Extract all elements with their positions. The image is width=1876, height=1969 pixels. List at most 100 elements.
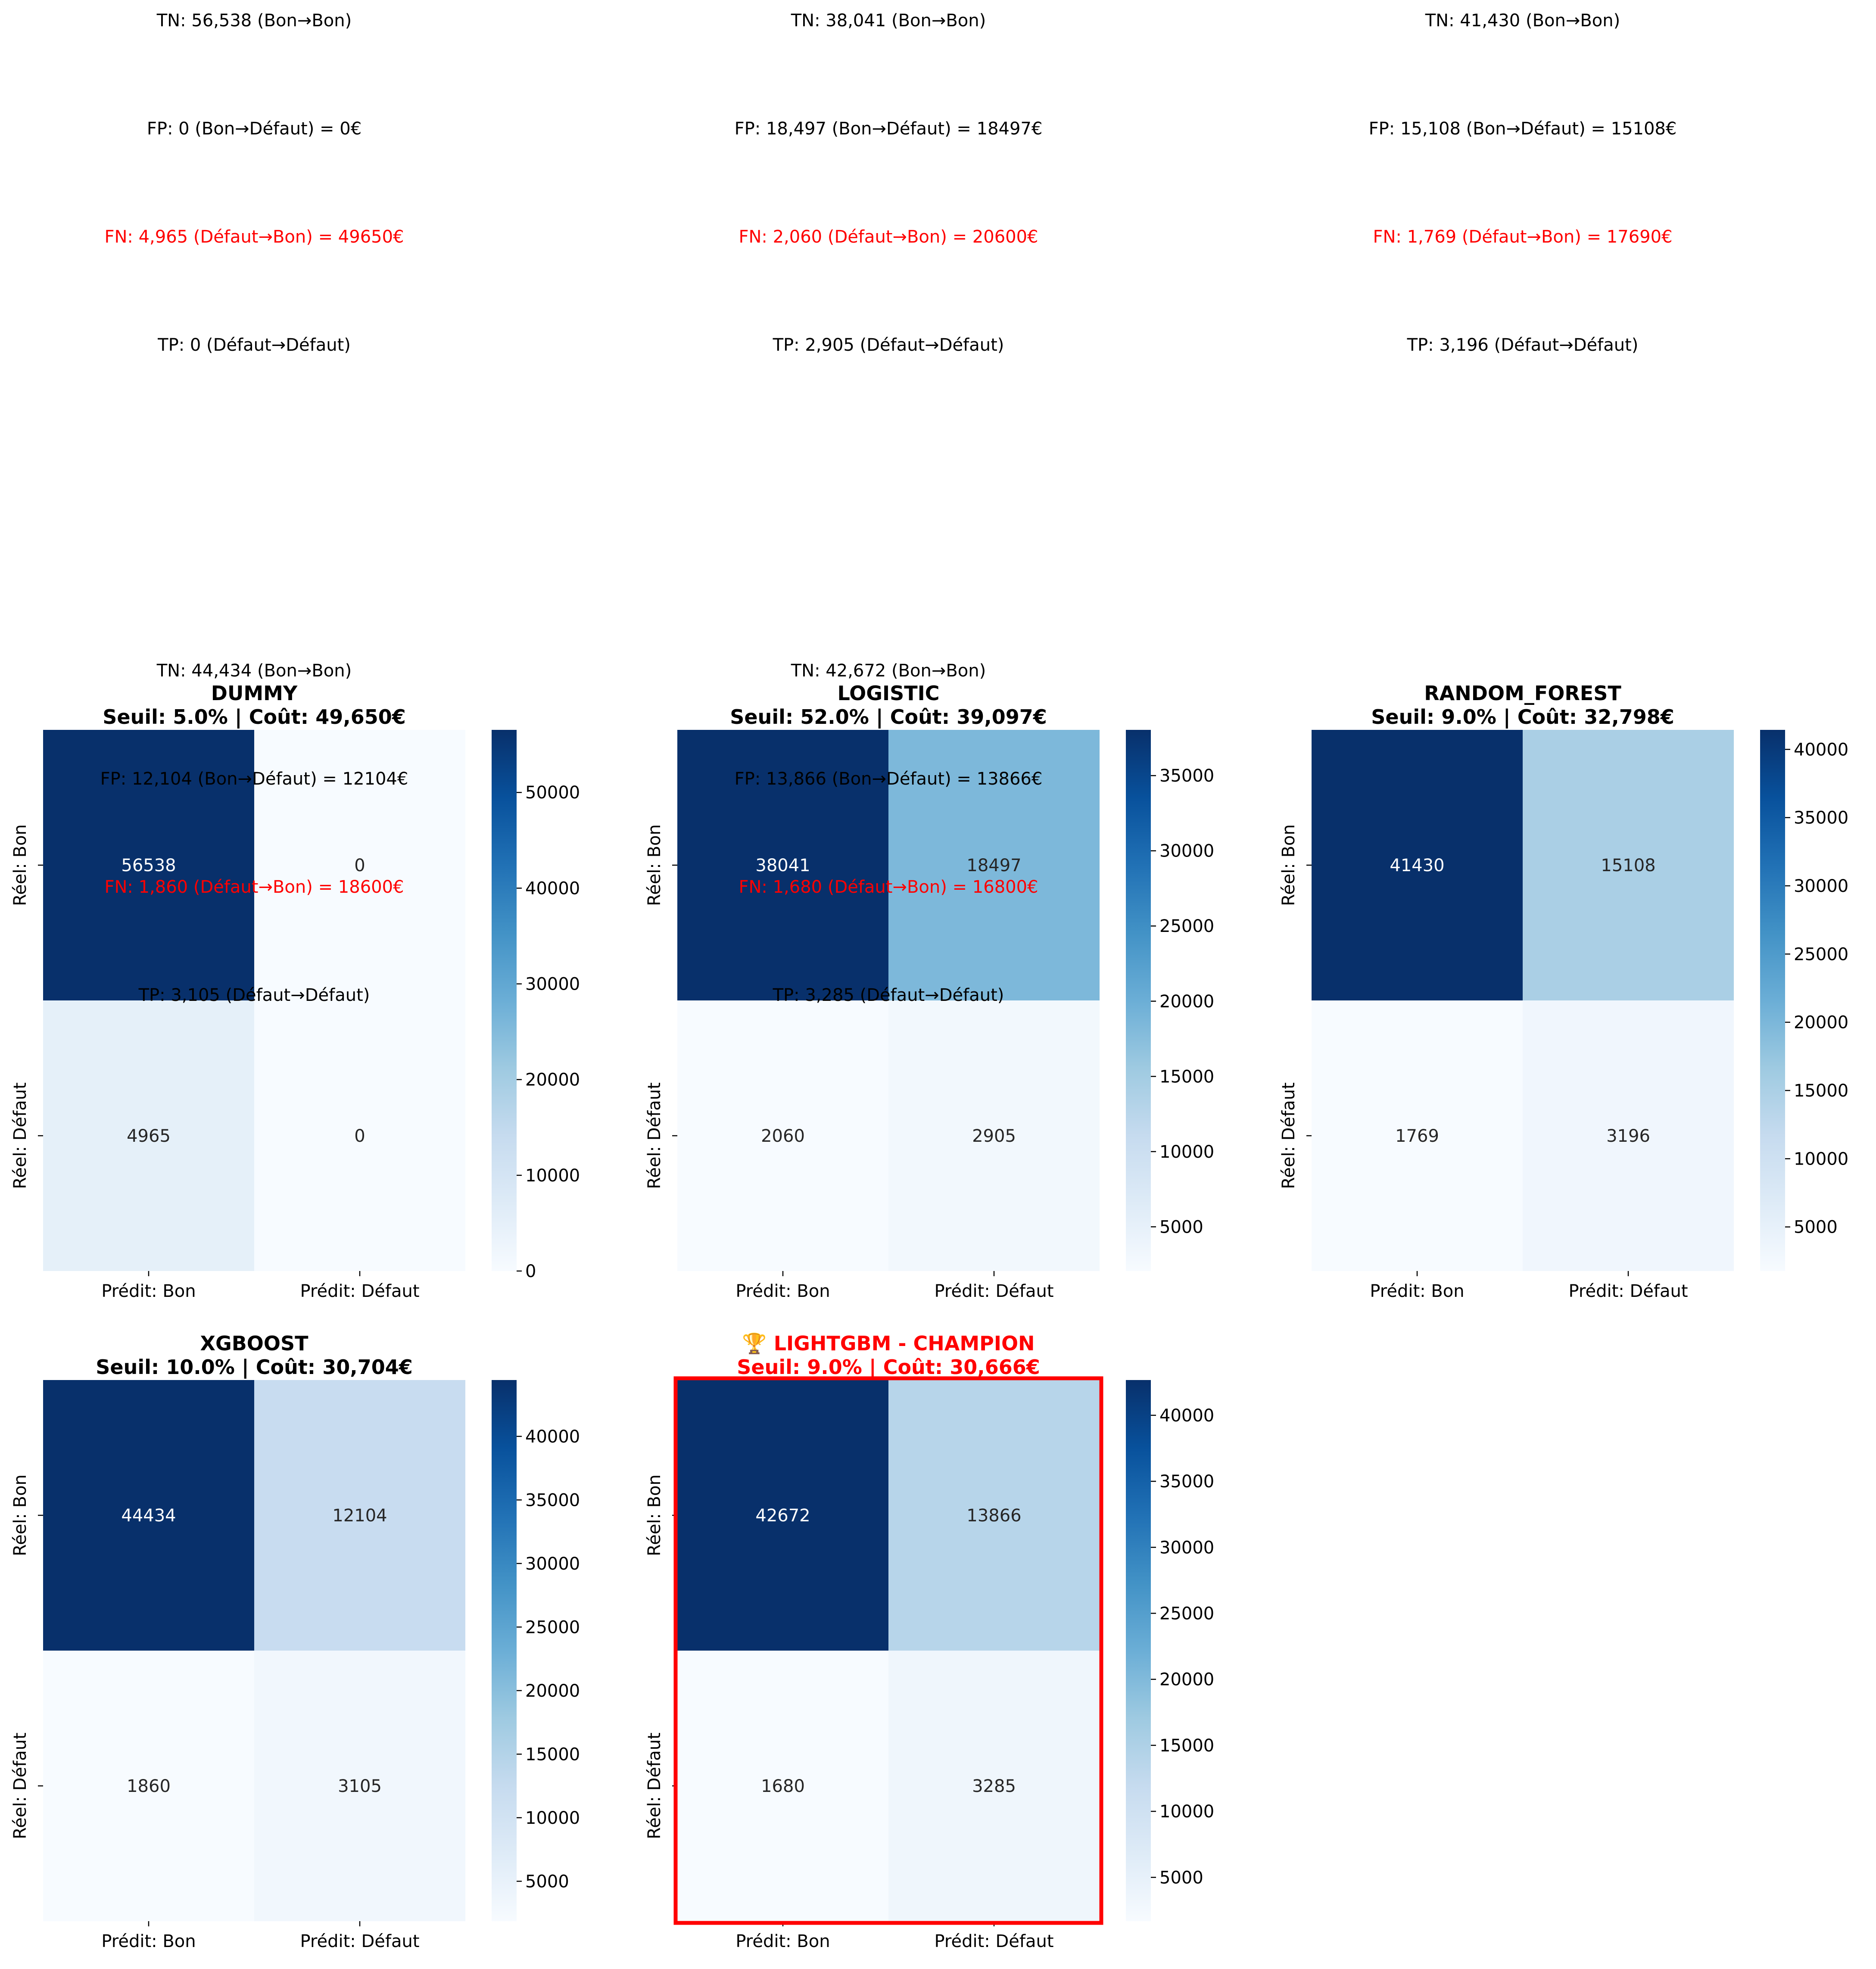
x-tick-label: Prédit: Bon: [735, 1932, 830, 1951]
colorbar-tick-label: 15000: [1159, 1736, 1214, 1756]
heatmap-cell: [254, 1000, 465, 1271]
colorbar-tick-label: 5000: [1794, 1218, 1838, 1237]
confusion-matrix-3: 44434 12104 1860 3105 Prédit: Bon Prédit: Déf…: [10, 661, 580, 1951]
colorbar-tick-label: 15000: [1159, 1067, 1214, 1087]
colorbar-tick-label: 30000: [525, 975, 580, 994]
colorbar-tick-label: 10000: [525, 1808, 580, 1828]
colorbar: [1760, 730, 1785, 1271]
confusion-matrix-1: 38041 18497 2060 2905 Prédit: Bon Prédit: Déf…: [645, 11, 1214, 1301]
cell-value-label: 3285: [972, 1776, 1016, 1796]
cell-value-label: 13866: [966, 1506, 1021, 1526]
colorbar-tick-label: 25000: [1159, 1604, 1214, 1623]
x-tick-label: Prédit: Défaut: [300, 1932, 419, 1951]
cost-annotation: FN: 2,060 (Défaut→Bon) = 20600€: [739, 227, 1038, 247]
cost-annotation: TP: 3,105 (Défaut→Défaut): [138, 985, 370, 1005]
colorbar-tick-label: 30000: [525, 1554, 580, 1574]
subplot-title: XGBOOST: [200, 1332, 309, 1355]
colorbar: [492, 1380, 517, 1921]
heatmap-cell: [254, 1380, 465, 1651]
cost-annotation: FN: 4,965 (Défaut→Bon) = 49650€: [104, 227, 404, 247]
cell-value-label: 1769: [1395, 1126, 1439, 1146]
cell-value-label: 1680: [761, 1776, 805, 1796]
heatmap-cell: [677, 1380, 888, 1651]
subplot-title: 🏆 LIGHTGBM - CHAMPION: [742, 1332, 1035, 1355]
colorbar-tick-label: 10000: [1794, 1149, 1848, 1169]
cost-annotation: TN: 41,430 (Bon→Bon): [1425, 11, 1620, 31]
colorbar-tick-label: 25000: [525, 1617, 580, 1637]
x-tick-label: Prédit: Défaut: [300, 1281, 419, 1301]
colorbar-tick-label: 25000: [1794, 944, 1848, 964]
colorbar-tick-label: 20000: [525, 1070, 580, 1090]
cost-annotation: TP: 3,196 (Défaut→Défaut): [1407, 335, 1639, 355]
cell-value-label: 12104: [332, 1506, 387, 1526]
subplot-subtitle: Seuil: 5.0% | Coût: 49,650€: [103, 705, 405, 729]
colorbar-tick-label: 40000: [525, 1427, 580, 1447]
subplot-subtitle: Seuil: 10.0% | Coût: 30,704€: [96, 1355, 412, 1379]
colorbar-tick-label: 20000: [1794, 1013, 1848, 1033]
cell-value-label: 4965: [127, 1126, 171, 1146]
heatmap-cell: [43, 1651, 254, 1921]
cell-value-label: 3105: [338, 1776, 382, 1796]
subplot-subtitle: Seuil: 9.0% | Coût: 32,798€: [1371, 705, 1674, 729]
cost-annotation: FP: 13,866 (Bon→Défaut) = 13866€: [735, 769, 1043, 789]
cell-value-label: 3196: [1606, 1126, 1650, 1146]
x-tick-label: Prédit: Bon: [1370, 1281, 1464, 1301]
heatmap-cell: [43, 1380, 254, 1651]
colorbar-tick-label: 20000: [1159, 992, 1214, 1012]
heatmap-cell: [888, 1651, 1100, 1921]
heatmap-cell: [43, 1000, 254, 1271]
heatmap-cell: [888, 1000, 1100, 1271]
cost-annotation: FP: 12,104 (Bon→Défaut) = 12104€: [100, 769, 408, 789]
x-tick-label: Prédit: Bon: [101, 1932, 196, 1951]
cell-value-label: 0: [354, 856, 365, 875]
colorbar-tick-label: 0: [525, 1262, 536, 1281]
y-tick-label: Réel: Défaut: [10, 1082, 30, 1189]
cost-annotation: FN: 1,860 (Défaut→Bon) = 18600€: [104, 877, 404, 897]
cell-value-label: 1860: [127, 1776, 171, 1796]
colorbar-tick-label: 20000: [525, 1681, 580, 1701]
colorbar-tick-label: 5000: [525, 1872, 569, 1891]
x-tick-label: Prédit: Bon: [735, 1281, 830, 1301]
subplot-title: LOGISTIC: [837, 682, 939, 705]
cell-value-label: 38041: [755, 856, 810, 875]
colorbar-tick-label: 40000: [1159, 1406, 1214, 1426]
heatmap-cell: [677, 730, 888, 1000]
heatmap-cell: [43, 730, 254, 1000]
subplot-title: RANDOM_FOREST: [1424, 682, 1621, 705]
y-tick-label: Réel: Défaut: [645, 1082, 664, 1189]
cell-value-label: 0: [354, 1126, 365, 1146]
colorbar-tick-label: 25000: [1159, 916, 1214, 936]
colorbar-tick-label: 30000: [1159, 841, 1214, 861]
colorbar-tick-label: 20000: [1159, 1670, 1214, 1690]
colorbar-tick-label: 35000: [1159, 1472, 1214, 1492]
y-tick-label: Réel: Bon: [1279, 824, 1299, 906]
cost-annotation: TN: 42,672 (Bon→Bon): [791, 661, 986, 681]
colorbar-tick-label: 40000: [1794, 740, 1848, 760]
cost-annotation: TN: 44,434 (Bon→Bon): [156, 661, 352, 681]
colorbar-tick-label: 40000: [525, 879, 580, 898]
colorbar: [1126, 1380, 1151, 1921]
cell-value-label: 2905: [972, 1126, 1016, 1146]
cost-annotation: TP: 2,905 (Défaut→Défaut): [773, 335, 1004, 355]
cost-annotation: FN: 1,769 (Défaut→Bon) = 17690€: [1373, 227, 1672, 247]
cell-value-label: 41430: [1390, 856, 1444, 875]
colorbar-tick-label: 30000: [1794, 876, 1848, 896]
confusion-matrix-0: 56538 0 4965 0 Prédit: Bon Prédit: Défaut Réel…: [10, 11, 580, 1301]
y-tick-label: Réel: Bon: [10, 1474, 30, 1556]
colorbar: [1126, 730, 1151, 1271]
champion-frame: [673, 1376, 1103, 1925]
colorbar-tick-label: 35000: [1159, 766, 1214, 786]
colorbar-tick-label: 15000: [525, 1745, 580, 1764]
colorbar-tick-label: 35000: [1794, 808, 1848, 828]
heatmap-cell: [1312, 1000, 1523, 1271]
colorbar-tick-label: 5000: [1159, 1868, 1203, 1888]
colorbar-tick-label: 10000: [1159, 1142, 1214, 1162]
colorbar-tick-label: 5000: [1159, 1217, 1203, 1237]
heatmap-cell: [254, 1651, 465, 1921]
heatmap-cell: [677, 1651, 888, 1921]
cell-value-label: 42672: [755, 1506, 810, 1526]
subplot-subtitle: Seuil: 52.0% | Coût: 39,097€: [730, 705, 1047, 729]
heatmap-cell: [888, 730, 1100, 1000]
y-tick-label: Réel: Défaut: [10, 1732, 30, 1839]
